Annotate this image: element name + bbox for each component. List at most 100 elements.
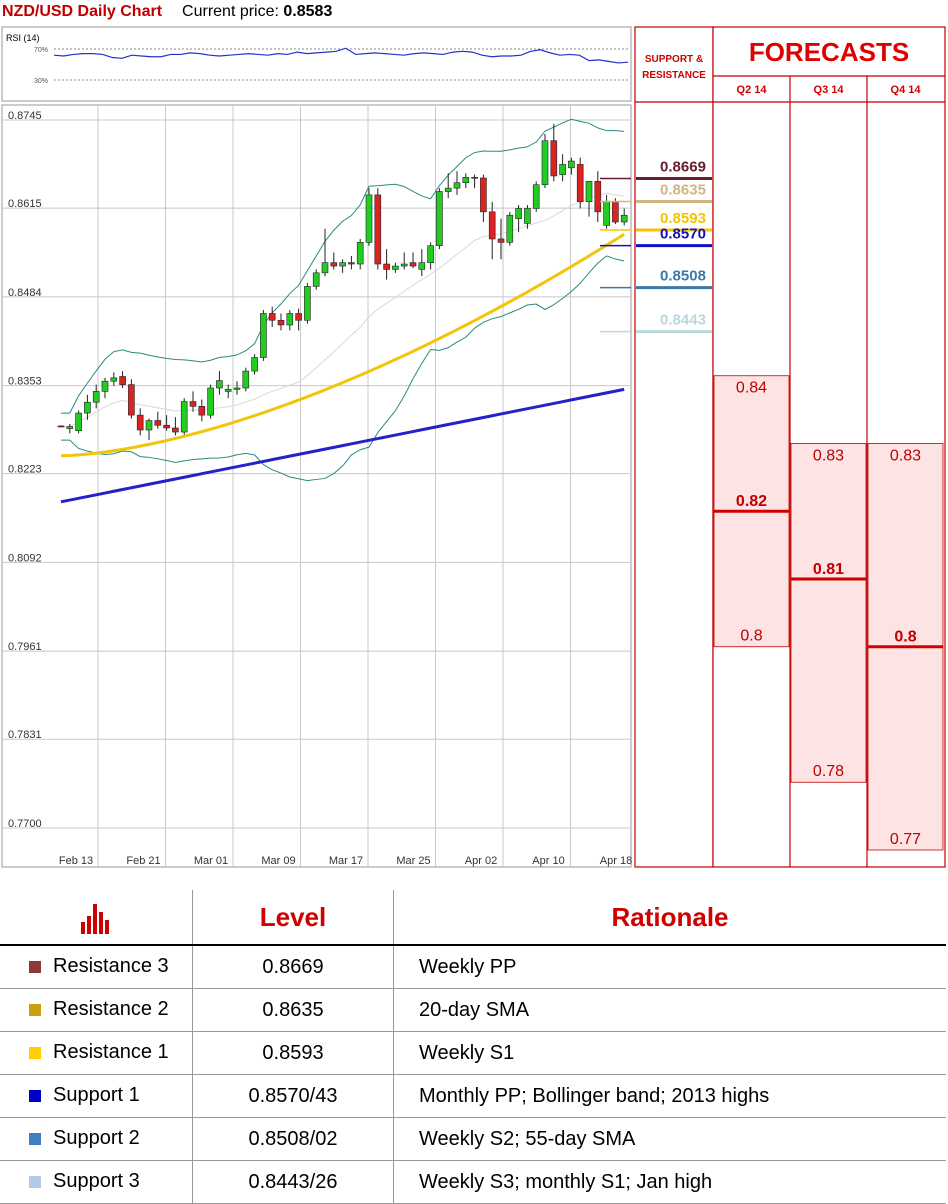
bar-chart-icon bbox=[81, 904, 109, 935]
candle bbox=[260, 310, 267, 361]
x-tick-label: Apr 10 bbox=[532, 855, 564, 867]
table-row: Support 1 0.8570/43 Monthly PP; Bollinge… bbox=[0, 1074, 946, 1118]
row-name: Support 3 bbox=[53, 1170, 140, 1193]
row-level: 0.8669 bbox=[192, 944, 394, 989]
y-tick-label: 0.8223 bbox=[8, 464, 42, 476]
candle bbox=[532, 181, 540, 212]
forecast-low: 0.8 bbox=[740, 628, 762, 645]
forecast-columns: Q2 14 0.84 0.82 0.8 Q3 14 0.83 0.81 0.78 Q4 14 0.… bbox=[713, 84, 944, 851]
candle bbox=[436, 188, 443, 250]
rsi-label: RSI (14) bbox=[6, 33, 40, 43]
row-name: Support 2 bbox=[53, 1127, 140, 1150]
candle bbox=[321, 228, 329, 277]
forecast-mid: 0.82 bbox=[736, 493, 767, 510]
candle bbox=[515, 205, 522, 233]
color-swatch bbox=[29, 961, 41, 974]
row-rationale: Weekly PP bbox=[393, 944, 946, 989]
indicators bbox=[60, 118, 625, 504]
row-level: 0.8508/02 bbox=[192, 1117, 394, 1161]
row-name: Support 1 bbox=[53, 1084, 140, 1107]
candle bbox=[277, 313, 285, 331]
candle bbox=[312, 269, 320, 290]
row-rationale: 20-day SMA bbox=[393, 988, 946, 1032]
candle bbox=[462, 173, 470, 189]
levels-table: Level Rationale Resistance 3 0.8669 Week… bbox=[0, 890, 946, 1204]
candle bbox=[471, 174, 478, 189]
candle bbox=[92, 384, 100, 409]
candle bbox=[207, 384, 214, 419]
candle bbox=[163, 415, 170, 431]
x-tick-label: Feb 13 bbox=[59, 855, 93, 867]
chart-title: NZD/USD Daily Chart bbox=[2, 3, 163, 20]
row-name: Resistance 2 bbox=[53, 998, 169, 1021]
x-tick-label: Mar 17 bbox=[329, 855, 363, 867]
candle bbox=[488, 201, 496, 260]
candle bbox=[189, 391, 197, 412]
sma55-line bbox=[60, 232, 625, 458]
candle bbox=[172, 417, 179, 436]
sr-level-value: 0.8508 bbox=[660, 268, 706, 285]
rsi-30-label: 30% bbox=[34, 78, 48, 85]
bollinger-upper-line bbox=[61, 118, 625, 414]
row-level: 0.8443/26 bbox=[192, 1160, 394, 1204]
row-name-cell: Resistance 2 bbox=[0, 988, 193, 1032]
candle bbox=[559, 154, 566, 182]
candle bbox=[365, 188, 373, 246]
candle bbox=[330, 252, 338, 270]
price-grid bbox=[2, 105, 639, 867]
candle bbox=[66, 423, 74, 434]
x-tick-label: Apr 18 bbox=[600, 855, 632, 867]
row-name-cell: Resistance 1 bbox=[0, 1031, 193, 1075]
color-swatch bbox=[29, 1176, 41, 1189]
candle bbox=[75, 410, 82, 434]
row-name-cell: Support 3 bbox=[0, 1160, 193, 1204]
candle bbox=[128, 379, 135, 419]
forecast-high: 0.83 bbox=[890, 447, 921, 464]
color-swatch bbox=[29, 1133, 41, 1146]
sr-level-value: 0.8669 bbox=[660, 158, 706, 175]
candle bbox=[506, 211, 514, 246]
candle bbox=[198, 399, 206, 422]
candle bbox=[216, 371, 223, 395]
x-tick-label: Mar 09 bbox=[261, 855, 295, 867]
forecast-quarter: Q2 14 0.84 0.82 0.8 bbox=[713, 84, 790, 648]
candle bbox=[180, 398, 188, 435]
row-rationale: Weekly S1 bbox=[393, 1031, 946, 1075]
sr-level-value: 0.8593 bbox=[660, 210, 706, 227]
forecast-quarter: Q4 14 0.83 0.8 0.77 bbox=[867, 84, 944, 851]
x-tick-label: Mar 01 bbox=[194, 855, 228, 867]
candle bbox=[541, 133, 549, 189]
forecast-mid: 0.81 bbox=[813, 561, 844, 578]
forecast-range bbox=[790, 443, 867, 783]
candle bbox=[418, 249, 426, 277]
forecast-high: 0.84 bbox=[736, 380, 767, 397]
row-name: Resistance 1 bbox=[53, 1041, 169, 1064]
candle bbox=[576, 157, 584, 209]
table-header-level: Level bbox=[192, 890, 394, 946]
y-axis-ticks: 0.8745 0.8615 0.8484 0.8353 0.8223 0.8092 0.79… bbox=[8, 110, 42, 830]
row-name-cell: Support 1 bbox=[0, 1074, 193, 1118]
row-rationale: Weekly S2; 55-day SMA bbox=[393, 1117, 946, 1161]
candle bbox=[453, 171, 461, 195]
row-level: 0.8570/43 bbox=[192, 1074, 394, 1118]
candle bbox=[154, 411, 162, 429]
candle bbox=[427, 242, 434, 270]
current-price: Current price: 0.8583 bbox=[182, 3, 332, 21]
table-row: Support 2 0.8508/02 Weekly S2; 55-day SM… bbox=[0, 1117, 946, 1161]
x-tick-label: Mar 25 bbox=[396, 855, 430, 867]
table-header-rationale: Rationale bbox=[393, 890, 946, 946]
candle bbox=[268, 306, 276, 328]
table-row: Resistance 2 0.8635 20-day SMA bbox=[0, 988, 946, 1032]
table-row: Support 3 0.8443/26 Weekly S3; monthly S… bbox=[0, 1160, 946, 1204]
forecast-quarter-label: Q3 14 bbox=[814, 84, 845, 96]
sma20-line bbox=[61, 192, 625, 428]
y-tick-label: 0.8484 bbox=[8, 287, 42, 299]
y-tick-label: 0.8745 bbox=[8, 110, 42, 122]
candle bbox=[356, 238, 364, 270]
sr-column bbox=[634, 26, 714, 868]
y-tick-label: 0.8353 bbox=[8, 376, 42, 388]
candle bbox=[136, 408, 144, 436]
candle bbox=[594, 171, 602, 223]
table-row: Resistance 3 0.8669 Weekly PP bbox=[0, 944, 946, 989]
